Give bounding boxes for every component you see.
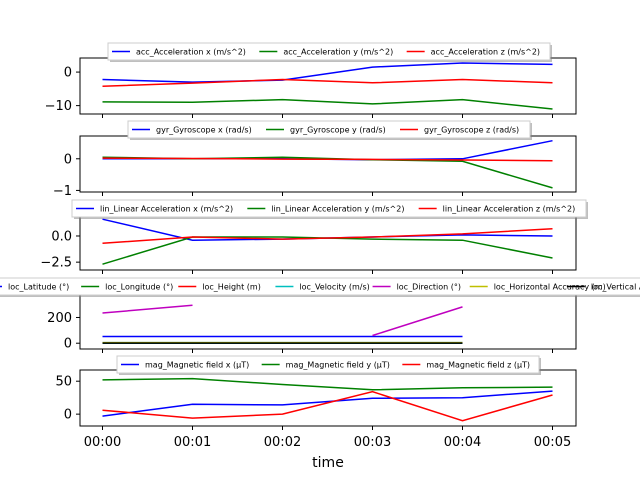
y-tick-label: 0 [64,337,72,352]
legend-entry: gyr_Gyroscope x (rad/s) [156,126,252,135]
legend: acc_Acceleration x (m/s^2) acc_Accelerati… [107,42,552,62]
series-line [102,157,553,162]
x-tick-label: 00:05 [534,435,571,450]
legend-entry: lin_Linear Acceleration x (m/s^2) [100,205,233,214]
plot-area [79,135,577,193]
y-tick-label: 0.0 [51,229,72,244]
legend-entry: mag_Magnetic field x (µT) [145,361,249,370]
x-axis-label: time [312,455,344,471]
x-tick-label: 00:00 [84,435,121,450]
legend-entry: loc_Latitude (°) [8,283,69,292]
legend-entry: loc_Direction (°) [397,283,461,292]
legend-entry: loc_Horizontal Accuracy (m) [494,283,606,292]
series-line [102,227,553,245]
y-tick-label: −2.5 [40,256,72,271]
legend-entry: lin_Linear Acceleration z (m/s^2) [443,205,576,214]
legend-entry: acc_Acceleration y (m/s^2) [283,48,393,57]
series-line [102,390,553,422]
plot-area [79,57,577,115]
x-tick-label: 00:02 [264,435,301,450]
plot-area [79,369,577,427]
x-tick-label: 00:01 [174,435,211,450]
x-tick-label: 00:03 [354,435,391,450]
plot-area [79,213,577,271]
legend: mag_Magnetic field x (µT) mag_Magnetic fi… [116,355,541,375]
legend-entry: acc_Acceleration z (m/s^2) [431,48,540,57]
legend-entry: mag_Magnetic field y (µT) [286,361,390,370]
y-tick-label: 0 [64,152,72,167]
series-line [102,98,553,110]
y-tick-label: 50 [55,375,72,390]
series-line [102,377,553,391]
plot-area [79,291,577,350]
legend-entry: loc_Velocity (m/s) [299,283,369,292]
legend: gyr_Gyroscope x (rad/s) gyr_Gyroscope y (… [127,120,532,140]
legend-entry: loc_Longitude (°) [105,283,173,292]
legend-entry: gyr_Gyroscope y (rad/s) [290,126,386,135]
legend: loc_Latitude (°) loc_Longitude (°) loc_Hei… [0,277,640,297]
series-line [102,304,463,337]
y-tick-label: 0 [64,408,72,423]
legend-entry: loc_Height (m) [202,283,261,292]
legend: lin_Linear Acceleration x (m/s^2) lin_Lin… [71,199,588,219]
y-tick-label: 200 [47,311,72,326]
legend-entry: gyr_Gyroscope z (rad/s) [424,126,519,135]
legend-entry: lin_Linear Acceleration y (m/s^2) [271,205,404,214]
x-tick-label: 00:04 [444,435,481,450]
y-tick-label: −1 [53,184,72,199]
legend-entry: mag_Magnetic field z (µT) [426,361,530,370]
series-line [102,62,553,83]
series-line [102,390,553,417]
legend-entry: acc_Acceleration x (m/s^2) [136,48,246,57]
legend-entry: loc_Vertical Accuracy (m) [591,283,640,292]
y-tick-label: −10 [45,99,72,114]
series-line [102,78,553,87]
subplot-lin: 0.0 −2.5 lin_Linear Acceleration x (m/s^2)… [40,199,588,274]
y-tick-label: 0 [64,66,72,81]
